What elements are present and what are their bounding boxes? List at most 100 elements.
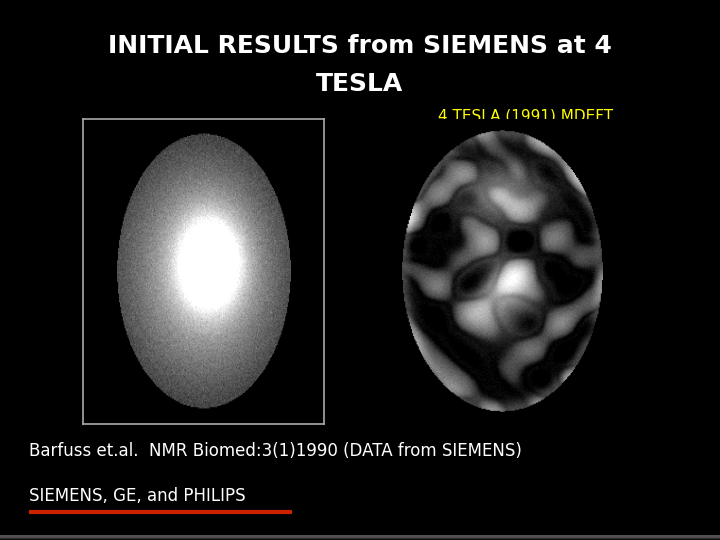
Bar: [0, 536, 720, 539]
Bar: [0, 537, 720, 539]
Bar: [0, 537, 720, 540]
Bar: [0, 536, 720, 538]
Bar: [0, 536, 720, 538]
Bar: [0, 535, 720, 538]
Bar: [0, 537, 720, 539]
Bar: [0, 535, 720, 538]
Bar: [0, 537, 720, 539]
Bar: [0, 535, 720, 538]
Bar: [0, 537, 720, 540]
Bar: [0, 537, 720, 540]
Bar: [0, 537, 720, 539]
Bar: [0, 536, 720, 538]
Bar: [0, 537, 720, 540]
Bar: [0, 536, 720, 538]
Text: INITIAL RESULTS from SIEMENS at 4: INITIAL RESULTS from SIEMENS at 4: [108, 34, 612, 58]
Bar: [0, 537, 720, 540]
Bar: [0, 536, 720, 538]
Bar: [0, 536, 720, 538]
Bar: [0, 535, 720, 538]
Bar: [0, 535, 720, 538]
Bar: [0, 536, 720, 539]
Bar: [0, 535, 720, 537]
Bar: [0, 535, 720, 538]
Bar: [0, 537, 720, 539]
Bar: [0, 537, 720, 539]
Bar: [0, 535, 720, 538]
Bar: [0, 536, 720, 539]
Bar: [0, 536, 720, 539]
Bar: [0, 535, 720, 538]
Bar: [0, 536, 720, 539]
Bar: [0, 535, 720, 537]
Bar: [0, 535, 720, 538]
Bar: [0, 536, 720, 539]
Bar: [0, 536, 720, 538]
Bar: [0, 537, 720, 540]
Bar: [0, 537, 720, 539]
Bar: [0, 536, 720, 538]
Bar: [0, 535, 720, 538]
Bar: [0, 536, 720, 539]
Bar: [0, 536, 720, 539]
Bar: [0, 536, 720, 538]
Bar: [0, 537, 720, 539]
Bar: [0, 537, 720, 539]
Bar: [0, 536, 720, 538]
Bar: [0, 536, 720, 538]
Bar: [0, 537, 720, 540]
Bar: [0, 536, 720, 539]
Bar: [0, 537, 720, 540]
Bar: [0, 535, 720, 537]
Bar: [0, 537, 720, 540]
Bar: [0, 535, 720, 538]
Bar: [0, 537, 720, 539]
Bar: [0, 537, 720, 539]
Bar: [0, 536, 720, 538]
Bar: [0, 535, 720, 537]
Bar: [0, 536, 720, 538]
Bar: [0, 536, 720, 538]
Bar: [0, 536, 720, 538]
Bar: [0, 536, 720, 539]
Bar: [0, 537, 720, 539]
Bar: [0, 537, 720, 539]
Bar: [0, 535, 720, 538]
Bar: [0, 537, 720, 539]
Bar: [0, 535, 720, 537]
Bar: [0, 537, 720, 539]
Bar: [0, 536, 720, 539]
Bar: [0, 536, 720, 538]
Bar: [0, 537, 720, 539]
Bar: [0, 536, 720, 538]
Bar: [0, 535, 720, 538]
Bar: [0, 535, 720, 538]
Bar: [0, 537, 720, 540]
Bar: [0, 537, 720, 539]
Bar: [0, 535, 720, 538]
Bar: [0, 535, 720, 537]
Bar: [0, 535, 720, 538]
Bar: [0, 535, 720, 538]
Bar: [0, 536, 720, 539]
Bar: [0, 536, 720, 538]
Bar: [0, 537, 720, 539]
Bar: [0, 535, 720, 538]
Bar: [0, 535, 720, 538]
Bar: [0, 537, 720, 539]
Bar: [0, 535, 720, 537]
Bar: [0, 536, 720, 538]
Bar: [0, 537, 720, 539]
Bar: [0, 536, 720, 538]
Bar: [0, 537, 720, 539]
Bar: [0, 537, 720, 540]
Bar: [0, 535, 720, 538]
Bar: [0, 535, 720, 538]
Bar: [0, 537, 720, 539]
Bar: [0, 537, 720, 539]
Bar: [0, 535, 720, 537]
Bar: [0, 535, 720, 538]
Bar: [0, 536, 720, 539]
Bar: [0, 536, 720, 538]
Bar: [0, 535, 720, 538]
